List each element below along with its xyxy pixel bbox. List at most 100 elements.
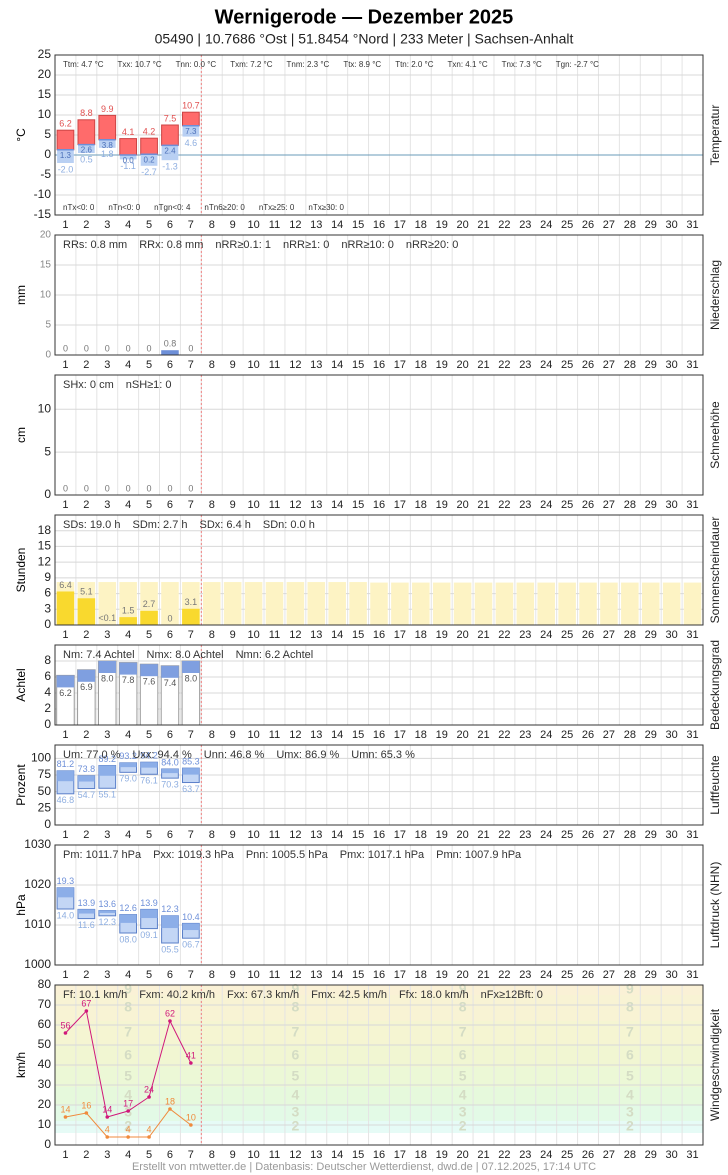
x-tick-label: 27 xyxy=(603,499,615,511)
x-tick-label: 21 xyxy=(477,729,489,741)
value-label: -1.1 xyxy=(120,161,136,171)
value-label: 13.6 xyxy=(98,899,116,909)
x-tick-label: 31 xyxy=(686,359,698,371)
x-tick-label: 29 xyxy=(645,729,657,741)
x-tick-label: 22 xyxy=(498,969,510,981)
x-tick-label: 26 xyxy=(582,499,594,511)
value-label: 0 xyxy=(188,483,193,493)
x-tick-label: 29 xyxy=(645,499,657,511)
x-tick-label: 9 xyxy=(230,629,236,641)
range-top xyxy=(77,909,95,914)
beaufort-label: 2 xyxy=(459,1118,467,1134)
beaufort-band xyxy=(55,1067,703,1087)
value-label: 2.4 xyxy=(164,147,176,156)
x-tick-label: 22 xyxy=(498,829,510,841)
value-label: 2.7 xyxy=(143,599,156,609)
plot-frame xyxy=(54,984,704,1146)
y-tick-label: 0 xyxy=(45,350,51,361)
bar xyxy=(579,582,597,625)
stat: Txn: 4.1 °C xyxy=(448,60,488,69)
x-tick-label: 9 xyxy=(230,359,236,371)
x-tick-label: 1 xyxy=(62,219,68,231)
value-label: 09.1 xyxy=(140,930,158,940)
x-tick-label: 19 xyxy=(436,629,448,641)
range-lower xyxy=(119,155,137,160)
y-tick-label: 15 xyxy=(38,87,52,101)
value-label: 0.5 xyxy=(80,154,93,164)
beaufort-label: 7 xyxy=(626,1024,634,1040)
x-tick-label: 28 xyxy=(624,499,636,511)
stat: Nmn: 6.2 Achtel xyxy=(236,649,314,661)
value-label: 46.8 xyxy=(57,795,75,805)
stat: nSH≥1: 0 xyxy=(126,379,172,391)
x-tick-label: 3 xyxy=(104,829,110,841)
side-title: Luftdruck (NHN) xyxy=(708,862,722,949)
y-tick-label: 4 xyxy=(44,685,51,699)
value-label: 0 xyxy=(147,483,152,493)
bar-cap xyxy=(140,664,158,677)
beaufort-label: 8 xyxy=(291,999,299,1015)
x-tick-label: 23 xyxy=(519,499,531,511)
x-tick-label: 7 xyxy=(188,969,194,981)
x-tick-label: 14 xyxy=(331,969,343,981)
side-title: Luftfeuchte xyxy=(708,755,722,815)
stat: Fmx: 42.5 km/h xyxy=(311,989,387,1001)
beaufort-label: 3 xyxy=(626,1104,634,1120)
x-tick-label: 7 xyxy=(188,729,194,741)
plot-frame xyxy=(54,644,704,726)
value-label: <0.1 xyxy=(98,613,116,623)
y-tick-label: 50 xyxy=(38,1037,52,1051)
x-tick-label: 10 xyxy=(247,1149,259,1161)
x-tick-label: 29 xyxy=(645,629,657,641)
x-tick-label: 4 xyxy=(125,629,131,641)
y-axis-label: mm xyxy=(14,285,28,305)
bar xyxy=(244,582,263,625)
range-upper xyxy=(98,114,117,141)
x-tick-label: 26 xyxy=(582,729,594,741)
x-tick-label: 24 xyxy=(540,729,552,741)
x-tick-label: 9 xyxy=(230,499,236,511)
x-tick-label: 20 xyxy=(456,1149,468,1161)
x-tick-label: 3 xyxy=(104,629,110,641)
range-upper xyxy=(161,124,179,146)
x-tick-label: 7 xyxy=(188,219,194,231)
side-title: Bedeckungsgrad xyxy=(708,640,722,730)
x-tick-label: 4 xyxy=(125,729,131,741)
bar-cap xyxy=(77,669,96,682)
bar xyxy=(474,582,493,625)
value-label: 7.6 xyxy=(143,677,156,687)
y-tick-label: -15 xyxy=(34,207,52,221)
beaufort-label: 8 xyxy=(626,999,634,1015)
x-tick-label: 14 xyxy=(331,729,343,741)
x-tick-label: 12 xyxy=(289,969,301,981)
stat: nRR≥10: 0 xyxy=(341,239,394,251)
x-tick-label: 8 xyxy=(209,499,215,511)
range-lower xyxy=(161,145,179,161)
value-label: 24 xyxy=(144,1084,154,1094)
value-label: 14 xyxy=(60,1104,70,1114)
stat: SDs: 19.0 h xyxy=(63,519,120,531)
value-label: 0 xyxy=(126,483,131,493)
stat: Pm: 1011.7 hPa xyxy=(63,849,142,861)
point xyxy=(189,1123,193,1127)
stat: Tnm: 2.3 °C xyxy=(287,60,330,69)
y-axis-label: hPa xyxy=(14,894,28,916)
x-tick-label: 28 xyxy=(624,359,636,371)
beaufort-label: 6 xyxy=(459,1047,467,1063)
x-tick-label: 30 xyxy=(666,969,678,981)
x-tick-label: 19 xyxy=(436,219,448,231)
range-top xyxy=(182,768,200,775)
x-tick-label: 11 xyxy=(269,499,280,511)
value-label: 76.1 xyxy=(140,776,158,786)
y-tick-label: 100 xyxy=(31,751,51,765)
stat: Ttm: 4.7 °C xyxy=(63,60,104,69)
point xyxy=(168,1019,172,1023)
value-label: 4 xyxy=(147,1124,152,1134)
x-tick-label: 9 xyxy=(230,1149,236,1161)
value-label: -2.7 xyxy=(141,167,157,177)
x-tick-label: 23 xyxy=(519,829,531,841)
x-tick-label: 24 xyxy=(540,219,552,231)
footer: Erstellt von mtwetter.de | Datenbasis: D… xyxy=(132,1161,596,1173)
x-tick-label: 1 xyxy=(62,729,68,741)
value-label: 7.8 xyxy=(122,675,135,685)
